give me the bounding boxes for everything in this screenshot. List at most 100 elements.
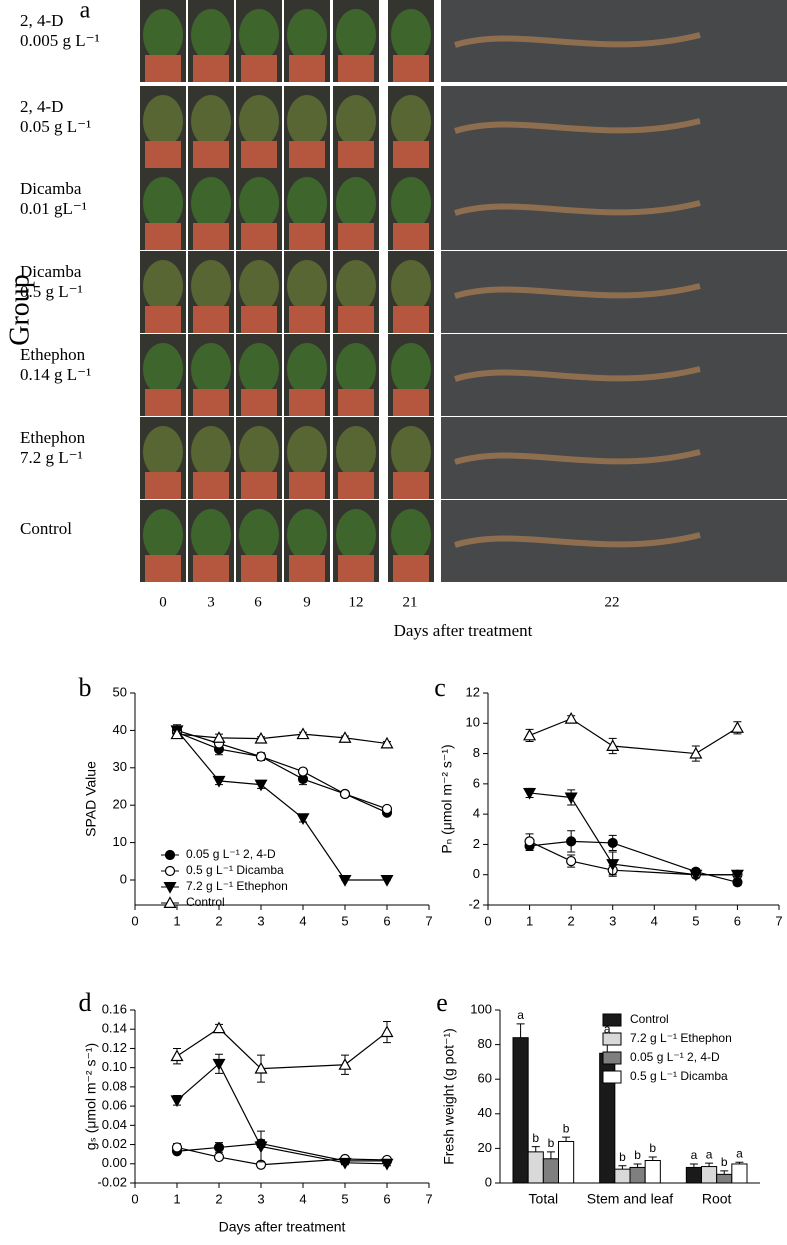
photo-pot xyxy=(393,555,429,582)
photo-plant xyxy=(336,9,376,61)
photo-plant xyxy=(143,95,183,147)
photo-pot xyxy=(289,472,325,499)
significance-letter: a xyxy=(517,1008,524,1022)
legend-swatch xyxy=(602,1051,622,1065)
photo-pot xyxy=(393,55,429,82)
panel-label: d xyxy=(79,988,92,1017)
x-tick-label: 6 xyxy=(383,1191,390,1206)
photo-plant xyxy=(143,260,183,312)
photo-pot xyxy=(241,55,277,82)
group-label: 0.14 g L⁻¹ xyxy=(20,365,91,384)
photo-plant xyxy=(287,509,327,561)
series-line xyxy=(176,730,387,881)
y-tick-label: 100 xyxy=(470,1001,492,1016)
bar xyxy=(716,1173,733,1184)
y-tick-label: 0 xyxy=(473,866,480,881)
significance-letter: b xyxy=(721,1155,728,1169)
day-label: 12 xyxy=(349,594,364,610)
error-bar xyxy=(562,1136,571,1142)
group-label: 2, 4-D xyxy=(20,11,63,30)
series-line xyxy=(529,792,738,876)
photo-plant xyxy=(239,260,279,312)
day-label: 0 xyxy=(159,594,167,610)
significance-letter: b xyxy=(548,1136,555,1150)
marker xyxy=(338,875,352,887)
marker xyxy=(606,739,620,751)
photo-pot xyxy=(193,389,229,416)
x-tick-label: 7 xyxy=(775,913,782,928)
group-label: 0.01 gL⁻¹ xyxy=(20,199,87,218)
marker xyxy=(689,869,703,882)
marker xyxy=(564,712,578,724)
x-tick-label: 6 xyxy=(383,913,390,928)
y-tick-label: 10 xyxy=(466,715,480,730)
panel-label: a xyxy=(80,0,91,24)
photo-pot xyxy=(338,141,374,168)
photo-plant xyxy=(239,343,279,395)
marker xyxy=(212,1021,226,1034)
photo-plant xyxy=(191,343,231,395)
day-label: 6 xyxy=(254,594,262,610)
y-tick-label: 60 xyxy=(478,1071,492,1086)
marker xyxy=(170,1095,184,1108)
group-label: Dicamba xyxy=(20,262,82,281)
photo-plant xyxy=(336,343,376,395)
x-tick-label: 1 xyxy=(173,913,180,928)
marker xyxy=(255,751,267,762)
significance-letter: b xyxy=(619,1150,626,1164)
y-tick-label: 50 xyxy=(113,684,127,699)
marker xyxy=(730,869,744,882)
marker xyxy=(381,803,393,815)
y-axis-title: Fresh weight (g pot⁻¹) xyxy=(441,1028,457,1165)
legend-label: 7.2 g L⁻¹ Ethephon xyxy=(186,879,288,893)
day-label: 22 xyxy=(605,594,620,610)
marker xyxy=(296,727,310,740)
y-tick-label: 0.16 xyxy=(102,1001,127,1016)
y-tick-label: 6 xyxy=(473,775,480,790)
group-label: Ethephon xyxy=(20,428,86,447)
group-label: 0.005 g L⁻¹ xyxy=(20,31,100,50)
photo-plant xyxy=(191,426,231,478)
y-tick-label: 10 xyxy=(113,834,127,849)
significance-letter: a xyxy=(736,1146,743,1160)
photo-plant xyxy=(191,509,231,561)
x-tick-label: 7 xyxy=(425,1191,432,1206)
legend-label: 0.5 g L⁻¹ Dicamba xyxy=(186,863,284,877)
photo-pot xyxy=(289,141,325,168)
photo-plant xyxy=(239,9,279,61)
significance-letter: b xyxy=(532,1131,539,1145)
marker xyxy=(338,1157,352,1170)
x-tick-label: 3 xyxy=(257,1191,264,1206)
photo-pot xyxy=(241,141,277,168)
y-tick-label: -0.02 xyxy=(97,1174,127,1189)
photo-roots xyxy=(454,32,701,48)
x-tick-label: 4 xyxy=(299,913,306,928)
y-tick-label: 0.00 xyxy=(102,1155,127,1170)
y-tick-label: -2 xyxy=(468,896,480,911)
marker xyxy=(730,721,744,733)
photo-roots xyxy=(454,118,701,134)
photo-pot xyxy=(289,55,325,82)
significance-letter: a xyxy=(706,1147,713,1161)
series-line xyxy=(176,1142,387,1162)
photo-plant xyxy=(391,95,431,147)
y-tick-label: 30 xyxy=(113,759,127,774)
x-tick-label: 3 xyxy=(609,913,616,928)
photo-pot xyxy=(241,223,277,250)
x-tick-label: 5 xyxy=(341,913,348,928)
photo-roots xyxy=(454,200,701,216)
photo-plant xyxy=(143,426,183,478)
x-tick-label: 0 xyxy=(131,1191,138,1206)
series-line xyxy=(176,733,388,745)
photo-plant xyxy=(336,426,376,478)
series-line xyxy=(176,729,388,810)
photo-plant xyxy=(143,177,183,229)
y-tick-label: 0.04 xyxy=(102,1117,127,1132)
marker xyxy=(523,728,537,741)
photo-pot xyxy=(338,389,374,416)
marker xyxy=(380,1025,394,1038)
error-bar xyxy=(618,1165,627,1170)
photo-pot xyxy=(393,306,429,333)
photo-pot xyxy=(393,472,429,499)
